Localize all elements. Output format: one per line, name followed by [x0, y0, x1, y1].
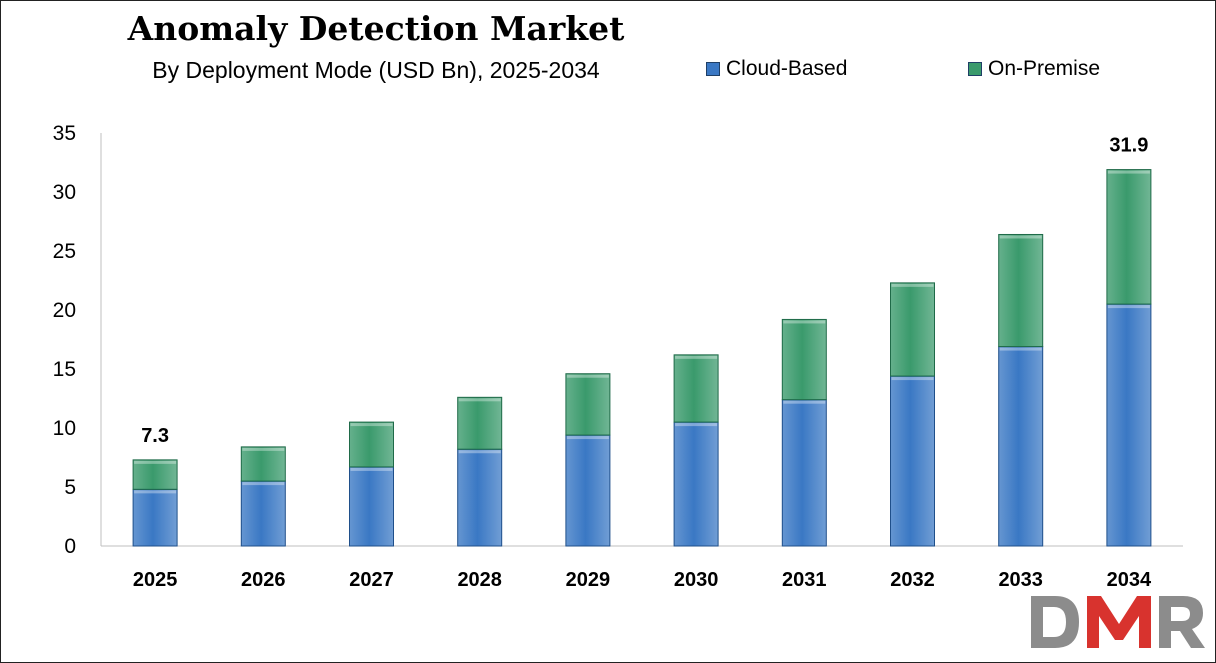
- bar-highlight: [458, 450, 501, 454]
- y-tick-label: 15: [53, 358, 76, 381]
- y-tick-label: 0: [64, 535, 76, 558]
- bar-highlight: [675, 423, 718, 427]
- x-tick-label: 2026: [241, 569, 286, 591]
- chart-title: Anomaly Detection Market: [127, 9, 625, 48]
- bar-highlight: [1107, 305, 1150, 309]
- bar-cloud-based-2032: [890, 375, 935, 547]
- chart-subtitle: By Deployment Mode (USD Bn), 2025-2034: [152, 57, 600, 83]
- y-tick-label: 25: [53, 240, 76, 263]
- bar-highlight: [134, 490, 177, 494]
- x-tick-label: 2025: [133, 569, 178, 591]
- bar-on-premise-2032: [890, 282, 935, 377]
- y-tick-label: 20: [53, 299, 76, 322]
- x-tick-label: 2033: [998, 569, 1043, 591]
- bar-cloud-based-2029: [565, 434, 611, 547]
- bar-highlight: [350, 467, 393, 471]
- x-tick-label: 2028: [457, 569, 502, 591]
- bar-cloud-based-2031: [781, 399, 827, 547]
- bar-cloud-based-2025: [132, 488, 178, 547]
- bar-highlight: [242, 447, 285, 451]
- legend-item-cloud-based: Cloud-Based: [706, 57, 847, 81]
- bar-highlight: [783, 320, 826, 324]
- bar-cloud-based-2033: [998, 346, 1044, 547]
- bar-highlight: [458, 398, 501, 402]
- bar-highlight: [242, 482, 285, 486]
- bar-highlight: [566, 374, 609, 378]
- bar-highlight: [350, 423, 393, 427]
- bar-on-premise-2034: [1106, 169, 1152, 305]
- bar-on-premise-2026: [240, 446, 286, 482]
- legend-item-on-premise: On-Premise: [968, 57, 1100, 81]
- data-label-total-2025: 7.3: [141, 425, 169, 447]
- bar-highlight: [999, 347, 1042, 351]
- y-tick-label: 5: [64, 476, 76, 499]
- bar-highlight: [891, 283, 934, 287]
- bar-cloud-based-2034: [1106, 303, 1152, 547]
- y-tick-label: 35: [53, 122, 76, 145]
- legend-swatch-cloud-based: [706, 62, 720, 76]
- bar-highlight: [566, 436, 609, 440]
- bar-highlight: [891, 377, 934, 381]
- bar-on-premise-2033: [998, 233, 1044, 348]
- bar-cloud-based-2030: [673, 421, 719, 547]
- bar-cloud-based-2026: [240, 480, 286, 547]
- bar-on-premise-2025: [132, 459, 178, 490]
- bar-highlight: [999, 235, 1042, 239]
- dmr-logo: [1031, 596, 1205, 648]
- bar-highlight: [783, 400, 826, 404]
- x-tick-label: 2030: [674, 569, 719, 591]
- legend-label-on-premise: On-Premise: [988, 57, 1101, 80]
- bar-cloud-based-2027: [349, 466, 394, 547]
- x-tick-label: 2029: [566, 569, 611, 591]
- x-tick-label: 2031: [782, 569, 827, 591]
- legend-label-cloud-based: Cloud-Based: [726, 57, 848, 80]
- x-tick-label: 2034: [1107, 569, 1152, 591]
- bar-on-premise-2027: [349, 421, 394, 468]
- y-tick-label: 10: [53, 417, 76, 440]
- x-tick-label: 2032: [890, 569, 935, 591]
- data-label-total-2034: 31.9: [1109, 135, 1148, 157]
- bar-on-premise-2029: [565, 373, 611, 436]
- y-tick-label: 30: [53, 181, 76, 204]
- bar-cloud-based-2028: [457, 448, 503, 547]
- x-tick-label: 2027: [349, 569, 394, 591]
- bar-highlight: [675, 355, 718, 359]
- bar-highlight: [1107, 170, 1150, 174]
- bar-on-premise-2031: [781, 318, 827, 401]
- legend: Cloud-Based On-Premise: [706, 57, 1166, 87]
- bar-on-premise-2028: [457, 396, 503, 450]
- bar-highlight: [134, 460, 177, 464]
- legend-swatch-on-premise: [968, 62, 982, 76]
- bar-on-premise-2030: [673, 354, 719, 423]
